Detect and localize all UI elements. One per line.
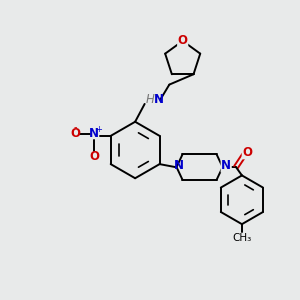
Text: N: N xyxy=(174,159,184,172)
Text: O: O xyxy=(242,146,252,159)
Text: O: O xyxy=(70,127,80,140)
Text: +: + xyxy=(95,124,102,134)
Text: CH₃: CH₃ xyxy=(232,233,251,243)
Text: N: N xyxy=(221,159,231,172)
Text: -: - xyxy=(73,122,77,132)
Text: N: N xyxy=(89,127,99,140)
Text: N: N xyxy=(154,93,164,106)
Text: O: O xyxy=(178,34,188,47)
Text: H: H xyxy=(146,93,154,106)
Text: O: O xyxy=(89,150,99,163)
